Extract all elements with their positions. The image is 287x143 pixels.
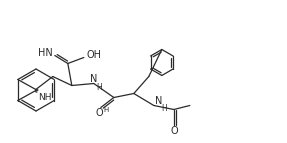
Text: NH: NH xyxy=(38,93,51,102)
Text: N: N xyxy=(155,96,162,106)
Text: H: H xyxy=(161,104,166,113)
Text: OH: OH xyxy=(87,50,102,60)
Text: O: O xyxy=(95,109,103,119)
Text: HN: HN xyxy=(38,47,53,57)
Text: N: N xyxy=(90,75,98,85)
Text: H: H xyxy=(96,83,102,92)
Text: H: H xyxy=(104,108,109,114)
Text: O: O xyxy=(170,126,178,136)
